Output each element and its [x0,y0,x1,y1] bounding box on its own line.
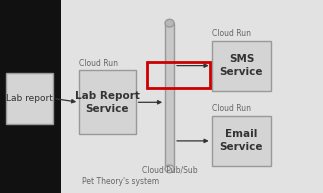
Text: Cloud Run: Cloud Run [212,29,251,38]
Bar [61,0,323,193]
Ellipse shape [165,19,174,27]
Text: Cloud Run: Cloud Run [79,58,118,68]
Text: Email
Service: Email Service [220,129,263,152]
Text: Cloud Run: Cloud Run [212,104,251,113]
Bar [212,116,271,166]
Bar [6,73,53,124]
Bar [212,41,271,91]
Text: SMS
Service: SMS Service [220,54,263,77]
Bar [165,23,174,169]
Bar [147,62,210,88]
Text: Cloud Pub/Sub: Cloud Pub/Sub [142,166,197,175]
Bar [79,70,136,134]
Text: Lab report: Lab report [6,94,53,103]
Ellipse shape [165,165,174,173]
Text: Pet Theory's system: Pet Theory's system [82,177,160,186]
Text: Lab Report
Service: Lab Report Service [75,91,140,114]
